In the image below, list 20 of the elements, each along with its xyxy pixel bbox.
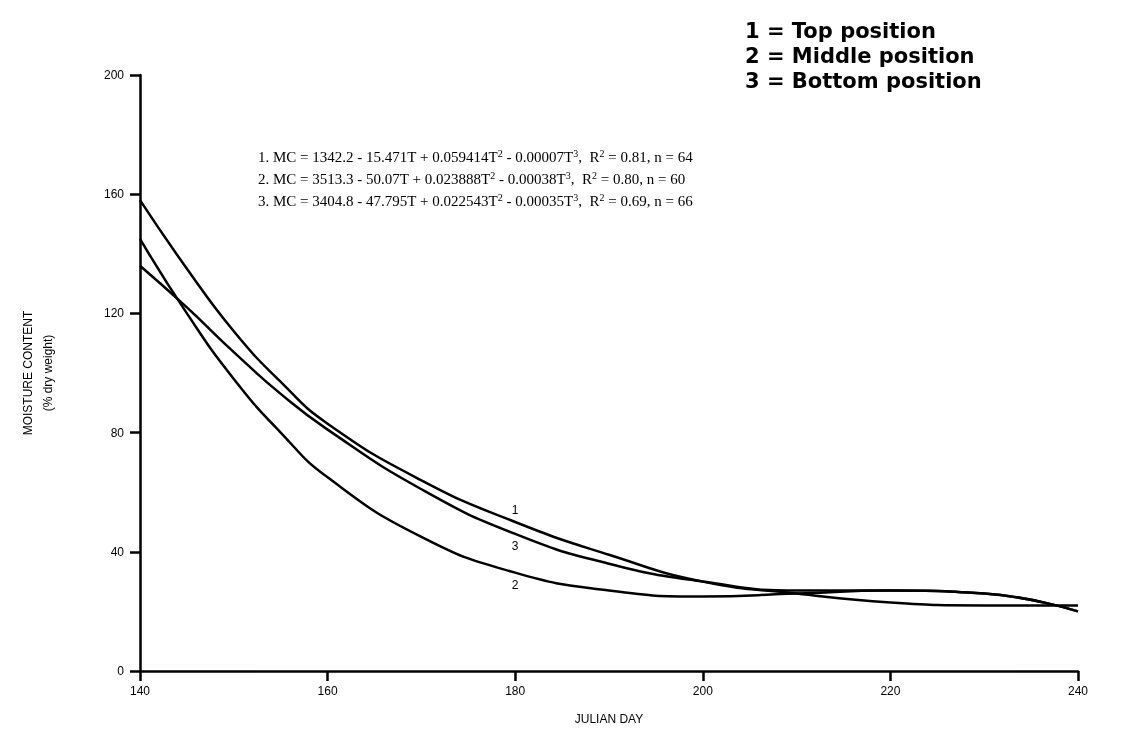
y-tick-label: 0 bbox=[117, 664, 125, 678]
x-tick-label: 140 bbox=[129, 684, 151, 698]
x-tick-label: 180 bbox=[505, 684, 526, 698]
series-label: 2 bbox=[511, 577, 519, 592]
series-label: 3 bbox=[511, 538, 519, 553]
series-label: 1 bbox=[511, 503, 519, 517]
y-axis-title: MOISTURE CONTENT (% dry weight) bbox=[21, 310, 55, 436]
text: 2 = Middle position bbox=[745, 43, 975, 68]
y-tick-label: 120 bbox=[103, 306, 125, 321]
y-tick-label: 160 bbox=[103, 187, 125, 202]
text: 1 = Top position bbox=[745, 18, 936, 43]
x-tick-label: 220 bbox=[880, 684, 901, 698]
x-tick-label: 240 bbox=[1067, 684, 1089, 698]
annotation: 3 = Bottom position bbox=[745, 68, 982, 93]
y-tick-label: 80 bbox=[110, 425, 125, 440]
x-tick-label: 200 bbox=[692, 684, 714, 698]
x-axis-title: JULIAN DAY bbox=[574, 712, 644, 726]
y-tick-label: 40 bbox=[110, 544, 125, 559]
y-tick-label: 200 bbox=[103, 68, 125, 82]
x-tick-label: 160 bbox=[317, 684, 338, 698]
